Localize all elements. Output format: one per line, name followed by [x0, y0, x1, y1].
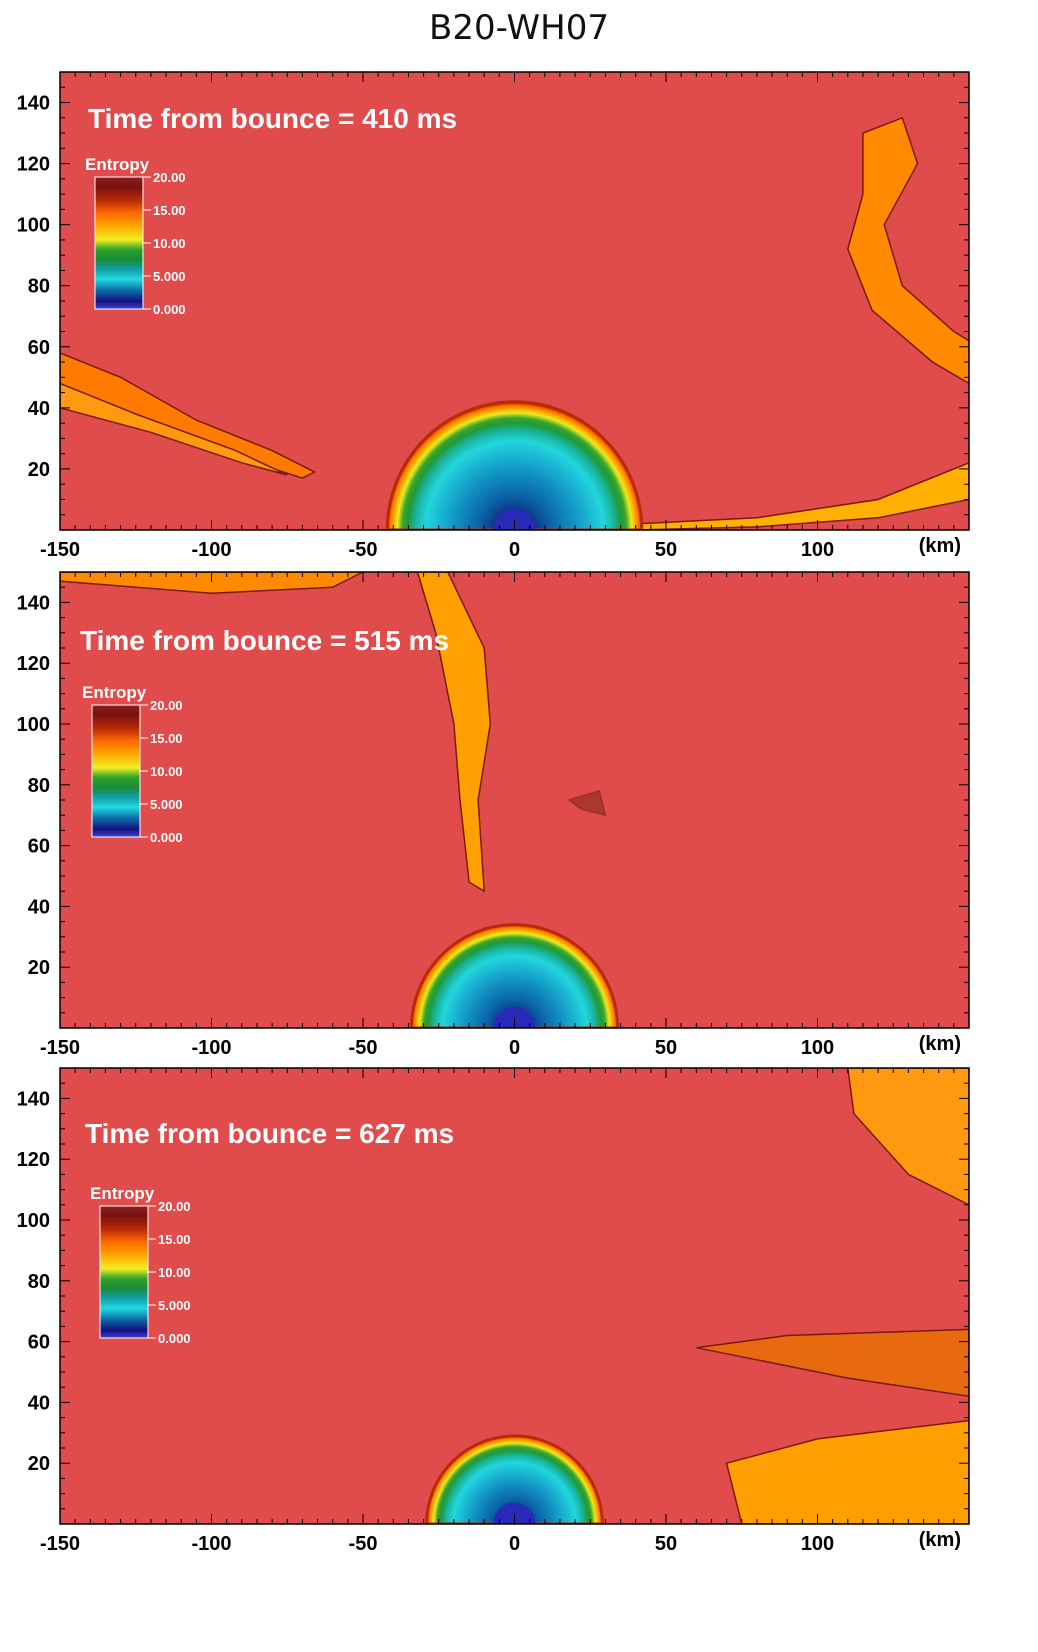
- x-tick-label: 100: [801, 539, 834, 561]
- plume-left-inner: [60, 382, 288, 476]
- y-tick-label: 120: [17, 1149, 50, 1171]
- y-tick-label: 140: [17, 1088, 50, 1110]
- colorbar-title: Entropy: [85, 155, 150, 174]
- y-tick-label: 40: [28, 1392, 50, 1414]
- x-tick-label: 50: [655, 1533, 677, 1555]
- y-tick-label: 120: [17, 653, 50, 675]
- wisp: [567, 789, 607, 817]
- x-tick-label: 100: [801, 1037, 834, 1059]
- y-tick-label: 80: [28, 276, 50, 298]
- colorbar-tick-label: 0.000: [158, 1331, 191, 1346]
- proto-neutron-star: [385, 400, 644, 530]
- y-tick-label: 60: [28, 1332, 50, 1354]
- colorbar-tick-label: 15.00: [150, 731, 183, 746]
- y-tick-label: 40: [28, 398, 50, 420]
- x-tick-label: -50: [349, 539, 378, 561]
- y-tick-label: 20: [28, 459, 50, 481]
- y-tick-label: 100: [17, 714, 50, 736]
- x-tick-label: -50: [349, 1037, 378, 1059]
- colorbar-tick-label: 5.000: [150, 797, 183, 812]
- colorbar: [99, 1205, 149, 1339]
- plume-top-right: [847, 1068, 969, 1206]
- x-tick-label: -150: [40, 1533, 80, 1555]
- colorbar-tick-label: 15.00: [158, 1232, 191, 1247]
- y-tick-label: 20: [28, 1453, 50, 1475]
- inner-core: [493, 508, 536, 530]
- heatmap-field: [60, 116, 969, 530]
- x-tick-label: 50: [655, 1037, 677, 1059]
- y-tick-label: 60: [28, 337, 50, 359]
- x-tick-label: 0: [509, 1533, 520, 1555]
- x-tick-label: -100: [191, 1533, 231, 1555]
- colorbar: [94, 176, 144, 310]
- colorbar-title: Entropy: [90, 1184, 155, 1203]
- x-tick-label: -50: [349, 1533, 378, 1555]
- plume-right-top: [847, 116, 969, 385]
- colorbar-tick-label: 20.00: [150, 698, 183, 713]
- y-tick-label: 100: [17, 215, 50, 237]
- plume-bottom-right: [725, 1419, 969, 1524]
- plume-mid-right: [696, 1328, 969, 1398]
- colorbar-tick-label: 10.00: [153, 236, 186, 251]
- time-from-bounce-label: Time from bounce = 410 ms: [88, 103, 457, 134]
- x-tick-label: -100: [191, 539, 231, 561]
- x-unit-label: (km): [919, 1529, 961, 1551]
- colorbar-title: Entropy: [82, 683, 147, 702]
- colorbar-tick-label: 20.00: [153, 170, 186, 185]
- heatmap-field: [60, 572, 620, 1028]
- time-from-bounce-label: Time from bounce = 515 ms: [80, 625, 449, 656]
- x-unit-label: (km): [919, 1033, 961, 1055]
- colorbar-tick-label: 20.00: [158, 1199, 191, 1214]
- y-tick-label: 40: [28, 896, 50, 918]
- colorbar-tick-label: 0.000: [153, 302, 186, 317]
- colorbar-tick-label: 5.000: [153, 269, 186, 284]
- figure-title: B20-WH07: [429, 8, 609, 48]
- plume-stem: [416, 572, 492, 893]
- y-tick-label: 100: [17, 1210, 50, 1232]
- plume-top: [60, 572, 364, 595]
- inner-core: [493, 1006, 536, 1028]
- y-tick-label: 140: [17, 93, 50, 115]
- y-tick-label: 80: [28, 1271, 50, 1293]
- proto-neutron-star: [425, 1434, 604, 1524]
- y-tick-label: 120: [17, 154, 50, 176]
- y-tick-label: 80: [28, 775, 50, 797]
- colorbar-tick-label: 15.00: [153, 203, 186, 218]
- time-from-bounce-label: Time from bounce = 627 ms: [85, 1118, 454, 1149]
- plume-right-bottom: [634, 461, 969, 530]
- x-tick-label: 100: [801, 1533, 834, 1555]
- inner-core: [493, 1502, 536, 1524]
- y-tick-label: 20: [28, 957, 50, 979]
- heatmap-field: [425, 1068, 969, 1524]
- x-tick-label: -100: [191, 1037, 231, 1059]
- colorbar-tick-label: 0.000: [150, 830, 183, 845]
- x-tick-label: 0: [509, 539, 520, 561]
- x-tick-label: -150: [40, 1037, 80, 1059]
- colorbar-tick-label: 10.00: [158, 1265, 191, 1280]
- colorbar-tick-label: 5.000: [158, 1298, 191, 1313]
- proto-neutron-star: [409, 923, 620, 1028]
- y-tick-label: 140: [17, 592, 50, 614]
- x-tick-label: -150: [40, 539, 80, 561]
- x-tick-label: 50: [655, 539, 677, 561]
- x-tick-label: 0: [509, 1037, 520, 1059]
- colorbar-tick-label: 10.00: [150, 764, 183, 779]
- y-tick-label: 60: [28, 836, 50, 858]
- x-unit-label: (km): [919, 535, 961, 557]
